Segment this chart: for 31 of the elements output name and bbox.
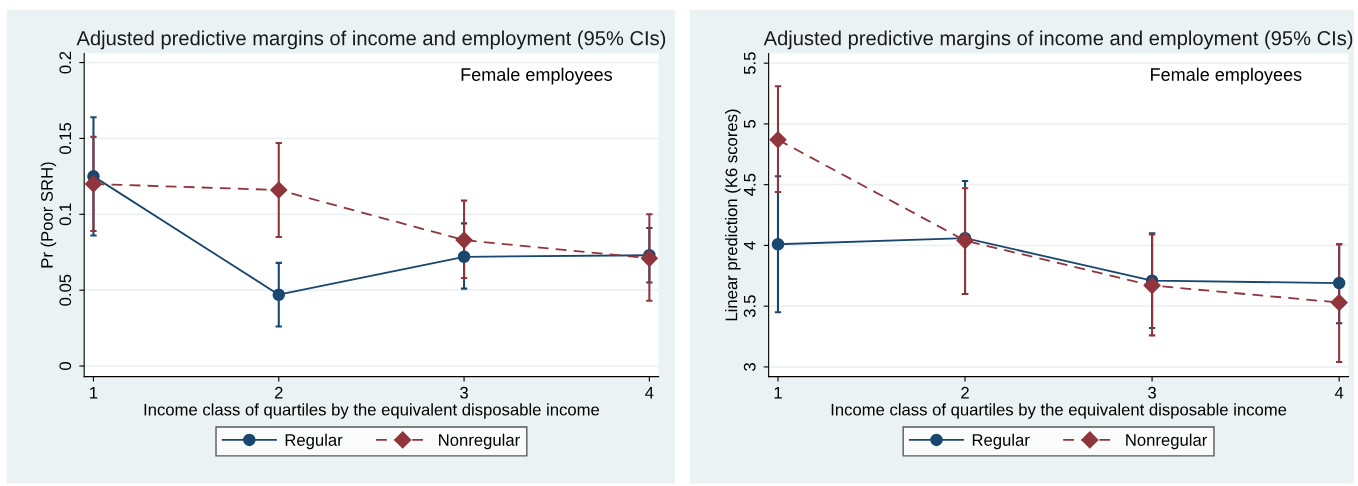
y-tick-label: 0.05 — [59, 274, 72, 306]
x-axis-title: Income class of quartiles by the equivalent disposable income — [831, 403, 1287, 419]
legend-label: Regular — [285, 433, 343, 450]
x-tick-label: 2 — [274, 386, 283, 399]
y-tick-label: 0.1 — [59, 203, 72, 226]
y-tick-label: 0.15 — [59, 122, 72, 154]
y-tick-label: 5 — [743, 119, 756, 128]
chart-title: Adjusted predictive margins of income and employment (95% CIs) — [76, 30, 666, 50]
y-tick-label: 0.2 — [59, 51, 72, 74]
x-tick-label: 4 — [1334, 386, 1344, 399]
y-tick-label: 4.5 — [743, 173, 756, 196]
legend-label: Nonregular — [1126, 433, 1208, 450]
x-tick-label: 4 — [645, 386, 654, 399]
y-tick-label: 4 — [743, 241, 756, 250]
y-axis-title: Pr (Poor SRH) — [40, 162, 57, 268]
x-tick-label: 1 — [90, 386, 98, 399]
x-tick-label: 1 — [774, 386, 782, 399]
y-tick-label: 3.5 — [743, 295, 756, 318]
y-tick-label: 5.5 — [743, 52, 756, 75]
legend-label: Nonregular — [439, 433, 520, 450]
y-tick-label: 3 — [743, 363, 756, 371]
x-tick-label: 2 — [961, 386, 969, 399]
chart-title: Adjusted predictive margins of income and employment (95% CIs) — [763, 30, 1353, 50]
annotation: Female employees — [461, 67, 613, 85]
y-tick-label: 0 — [59, 362, 72, 371]
legend-label: Regular — [972, 433, 1030, 450]
x-tick-label: 3 — [1148, 386, 1156, 399]
annotation: Female employees — [1151, 67, 1302, 85]
x-axis-title: Income class of quartiles by the equivalent disposable income — [144, 403, 600, 419]
x-tick-label: 3 — [460, 386, 468, 399]
y-axis-title: Linear prediction (K6 scores) — [725, 109, 741, 321]
